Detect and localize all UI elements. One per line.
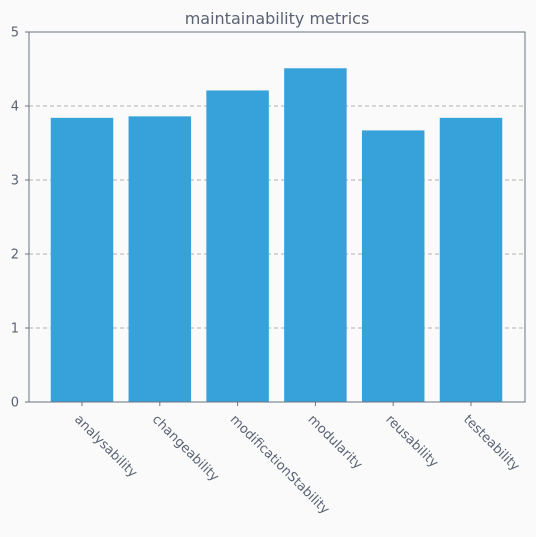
y-tick-label: 1 [11,322,19,337]
x-tick-label: modularity [305,412,366,473]
bar-analysability [50,117,114,402]
x-tick-label: changeability [149,412,222,485]
chart-title: maintainability metrics [185,9,370,28]
y-tick-label: 4 [11,100,19,115]
bar-modificationStability [206,90,269,403]
y-tick-label: 3 [11,174,19,189]
y-tick-label: 5 [11,26,19,41]
y-axis-ticks: 0 1 2 3 4 5 [11,26,29,411]
bars [50,68,503,403]
x-tick-label: reusability [382,412,441,471]
x-tick-label: analysability [71,412,140,481]
x-axis-ticks: analysability changeability modificationSt… [71,402,522,518]
y-tick-label: 2 [11,248,19,263]
y-tick-label: 0 [11,396,19,411]
plot-frame [28,31,526,403]
bar-reusability [361,130,425,403]
bar-testeability [439,117,503,402]
bar-changeability [128,116,192,403]
x-tick-label: testeability [460,412,522,474]
bar-modularity [284,68,347,402]
